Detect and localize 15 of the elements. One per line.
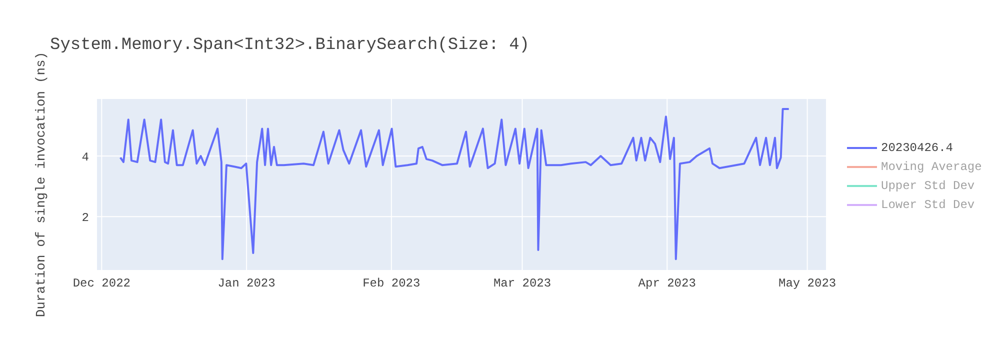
x-tick-label: Jan 2023 xyxy=(218,276,276,291)
legend-label: Moving Average xyxy=(881,160,982,174)
chart-title: System.Memory.Span<Int32>.BinarySearch(Size: 4) xyxy=(50,36,530,55)
y-tick-label: 4 xyxy=(82,150,89,164)
x-tick-label: Mar 2023 xyxy=(493,276,552,291)
legend-label: Lower Std Dev xyxy=(881,198,975,212)
line-series xyxy=(119,108,790,260)
x-tick-label: Feb 2023 xyxy=(362,276,420,291)
x-tick-label: Apr 2023 xyxy=(638,276,696,291)
x-tick-label: Dec 2022 xyxy=(72,276,130,291)
y-axis-title: Duration of single invocation (ns) xyxy=(34,52,49,318)
legend-label: Upper Std Dev xyxy=(881,178,975,192)
x-tick-label: May 2023 xyxy=(778,276,836,291)
y-tick-label: 2 xyxy=(82,210,89,225)
legend-label: 20230426.4 xyxy=(881,140,954,154)
